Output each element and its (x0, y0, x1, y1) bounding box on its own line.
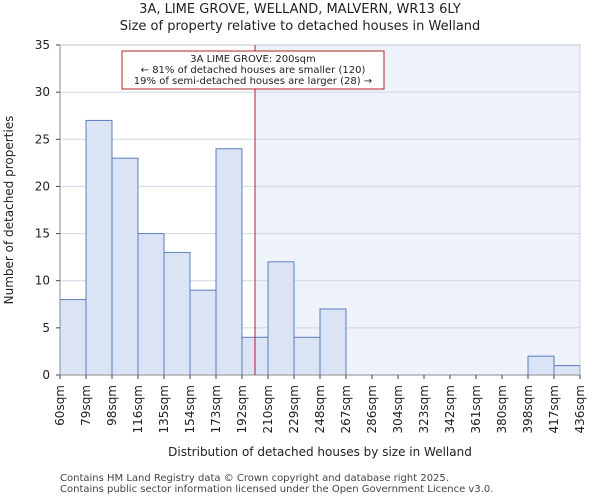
bar (293, 336, 321, 376)
bar (267, 261, 295, 376)
x-tick-label: 210sqm (261, 385, 275, 433)
y-tick-label: 25 (35, 132, 50, 146)
annotation-box (121, 50, 385, 90)
bar (59, 299, 87, 376)
x-tick-label: 417sqm (547, 385, 561, 433)
bar (111, 157, 139, 376)
annotation-line2: ← 81% of detached houses are smaller (12… (141, 65, 366, 76)
x-tick-label: 98sqm (105, 385, 119, 426)
annotation-line3: 19% of semi-detached houses are larger (… (134, 76, 372, 87)
footer-line-2: Contains public sector information licen… (60, 484, 494, 495)
x-tick-label: 286sqm (365, 385, 379, 433)
chart-title: 3A, LIME GROVE, WELLAND, MALVERN, WR13 6… (139, 2, 461, 17)
y-tick-label: 5 (42, 321, 50, 335)
x-tick-label: 342sqm (443, 385, 457, 433)
x-tick-label: 248sqm (313, 385, 327, 433)
x-tick-label: 229sqm (287, 385, 301, 433)
bar (319, 308, 347, 376)
bar (85, 119, 113, 376)
x-tick-label: 79sqm (79, 385, 93, 426)
x-tick-label: 436sqm (573, 385, 587, 433)
bar (527, 355, 555, 376)
x-tick-label: 135sqm (157, 385, 171, 433)
y-tick-label: 10 (35, 274, 50, 288)
y-tick-label: 30 (35, 85, 50, 99)
x-tick-label: 116sqm (131, 385, 145, 433)
annotation-line1: 3A LIME GROVE: 200sqm (190, 54, 316, 65)
bar (189, 289, 217, 376)
chart-subtitle: Size of property relative to detached ho… (119, 19, 481, 34)
x-tick-label: 192sqm (235, 385, 249, 433)
y-tick-label: 0 (42, 368, 50, 382)
x-tick-label: 267sqm (339, 385, 353, 433)
y-tick-label: 15 (35, 227, 50, 241)
bar (553, 365, 581, 376)
x-tick-label: 398sqm (521, 385, 535, 433)
larger-region-shade (255, 45, 580, 375)
x-axis-label: Distribution of detached houses by size … (168, 445, 472, 459)
bar (215, 148, 243, 376)
bar (163, 251, 191, 376)
x-tick-label: 60sqm (53, 385, 67, 426)
x-tick-label: 361sqm (469, 385, 483, 433)
footer-line-1: Contains HM Land Registry data © Crown c… (60, 473, 449, 484)
y-tick-label: 35 (35, 38, 50, 52)
x-tick-label: 304sqm (391, 385, 405, 433)
y-tick-label: 20 (35, 179, 50, 193)
x-tick-label: 380sqm (495, 385, 509, 433)
y-axis-label: Number of detached properties (2, 116, 16, 305)
x-tick-label: 323sqm (417, 385, 431, 433)
bar (137, 233, 165, 376)
x-tick-label: 173sqm (209, 385, 223, 433)
x-tick-label: 154sqm (183, 385, 197, 433)
